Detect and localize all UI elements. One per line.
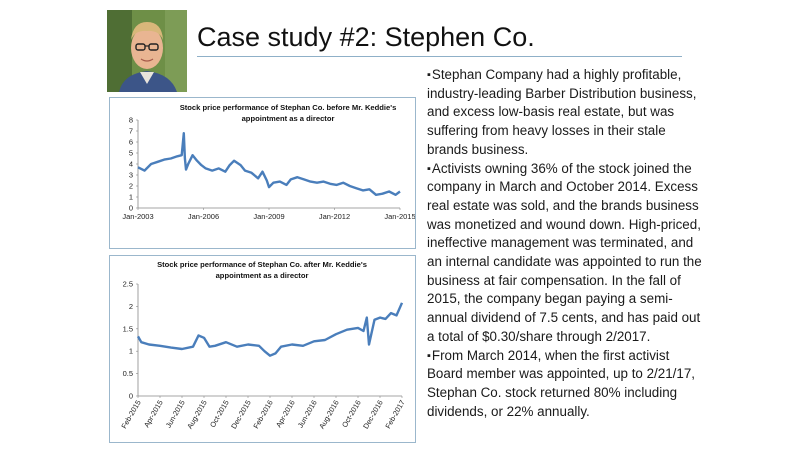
bullet-item: ▪Stephan Company had a highly profitable… <box>427 66 702 160</box>
y-tick-label: 1.5 <box>123 324 133 333</box>
x-tick-label: Apr-2016 <box>274 399 297 430</box>
chart-after: Stock price performance of Stephan Co. a… <box>109 255 416 443</box>
x-tick-label: Feb-2017 <box>383 399 406 431</box>
bullet-text: Activists owning 36% of the stock joined… <box>427 160 702 344</box>
bullet-text: Stephan Company had a highly profitable,… <box>427 67 697 157</box>
chart-title: appointment as a director <box>216 271 309 280</box>
x-tick-label: Jan-2006 <box>188 212 219 221</box>
x-tick-label: Jan-2003 <box>122 212 153 221</box>
bullet-list: ▪Stephan Company had a highly profitable… <box>427 66 702 421</box>
portrait-photo <box>107 10 187 92</box>
x-tick-label: Jun-2015 <box>164 399 187 430</box>
chart-title: appointment as a director <box>242 114 335 123</box>
x-tick-label: Jan-2009 <box>253 212 284 221</box>
x-tick-label: Jan-2012 <box>319 212 350 221</box>
chart-title: Stock price performance of Stephan Co. b… <box>180 103 397 112</box>
y-tick-label: 3 <box>129 171 133 180</box>
chart-after-svg: Stock price performance of Stephan Co. a… <box>119 260 406 431</box>
portrait-illustration <box>107 10 187 92</box>
y-tick-label: 2 <box>129 302 133 311</box>
y-tick-label: 2.5 <box>123 280 133 289</box>
x-tick-label: Oct-2015 <box>208 399 231 429</box>
x-tick-label: Dec-2016 <box>361 399 385 431</box>
x-tick-label: Oct-2016 <box>340 399 363 429</box>
y-tick-label: 4 <box>129 160 133 169</box>
x-tick-label: Aug-2016 <box>317 399 341 431</box>
series-line <box>137 132 401 197</box>
series-line <box>136 302 404 357</box>
x-tick-label: Jun-2016 <box>296 399 319 430</box>
y-tick-label: 0 <box>129 392 133 401</box>
bullet-square-icon: ▪ <box>427 349 431 362</box>
bullet-item: ▪From March 2014, when the first activis… <box>427 347 702 422</box>
bullet-square-icon: ▪ <box>427 69 431 81</box>
chart-before-svg: Stock price performance of Stephan Co. b… <box>122 103 415 221</box>
slide-title: Case study #2: Stephen Co. <box>197 22 535 52</box>
bullet-item: ▪Activists owning 36% of the stock joine… <box>427 160 702 347</box>
x-tick-label: Aug-2015 <box>185 399 209 431</box>
y-tick-label: 0 <box>129 204 133 213</box>
y-tick-label: 2 <box>129 182 133 191</box>
title-divider <box>197 56 682 57</box>
y-tick-label: 1 <box>129 347 133 356</box>
x-tick-label: Feb-2016 <box>251 399 274 431</box>
y-tick-label: 1 <box>129 193 133 202</box>
x-tick-label: Apr-2015 <box>142 399 165 430</box>
bullet-square-icon: ▪ <box>427 162 431 175</box>
y-tick-label: 7 <box>129 127 133 136</box>
chart-before: Stock price performance of Stephan Co. b… <box>109 97 416 249</box>
bullet-text: From March 2014, when the first activist… <box>427 347 695 419</box>
y-tick-label: 6 <box>129 138 133 147</box>
x-tick-label: Dec-2015 <box>229 399 253 431</box>
y-tick-label: 5 <box>129 149 133 158</box>
x-tick-label: Feb-2015 <box>119 399 142 431</box>
x-tick-label: Jan-2015 <box>384 212 415 221</box>
y-tick-label: 0.5 <box>123 369 133 378</box>
chart-title: Stock price performance of Stephan Co. a… <box>157 260 367 269</box>
y-tick-label: 8 <box>129 116 133 125</box>
